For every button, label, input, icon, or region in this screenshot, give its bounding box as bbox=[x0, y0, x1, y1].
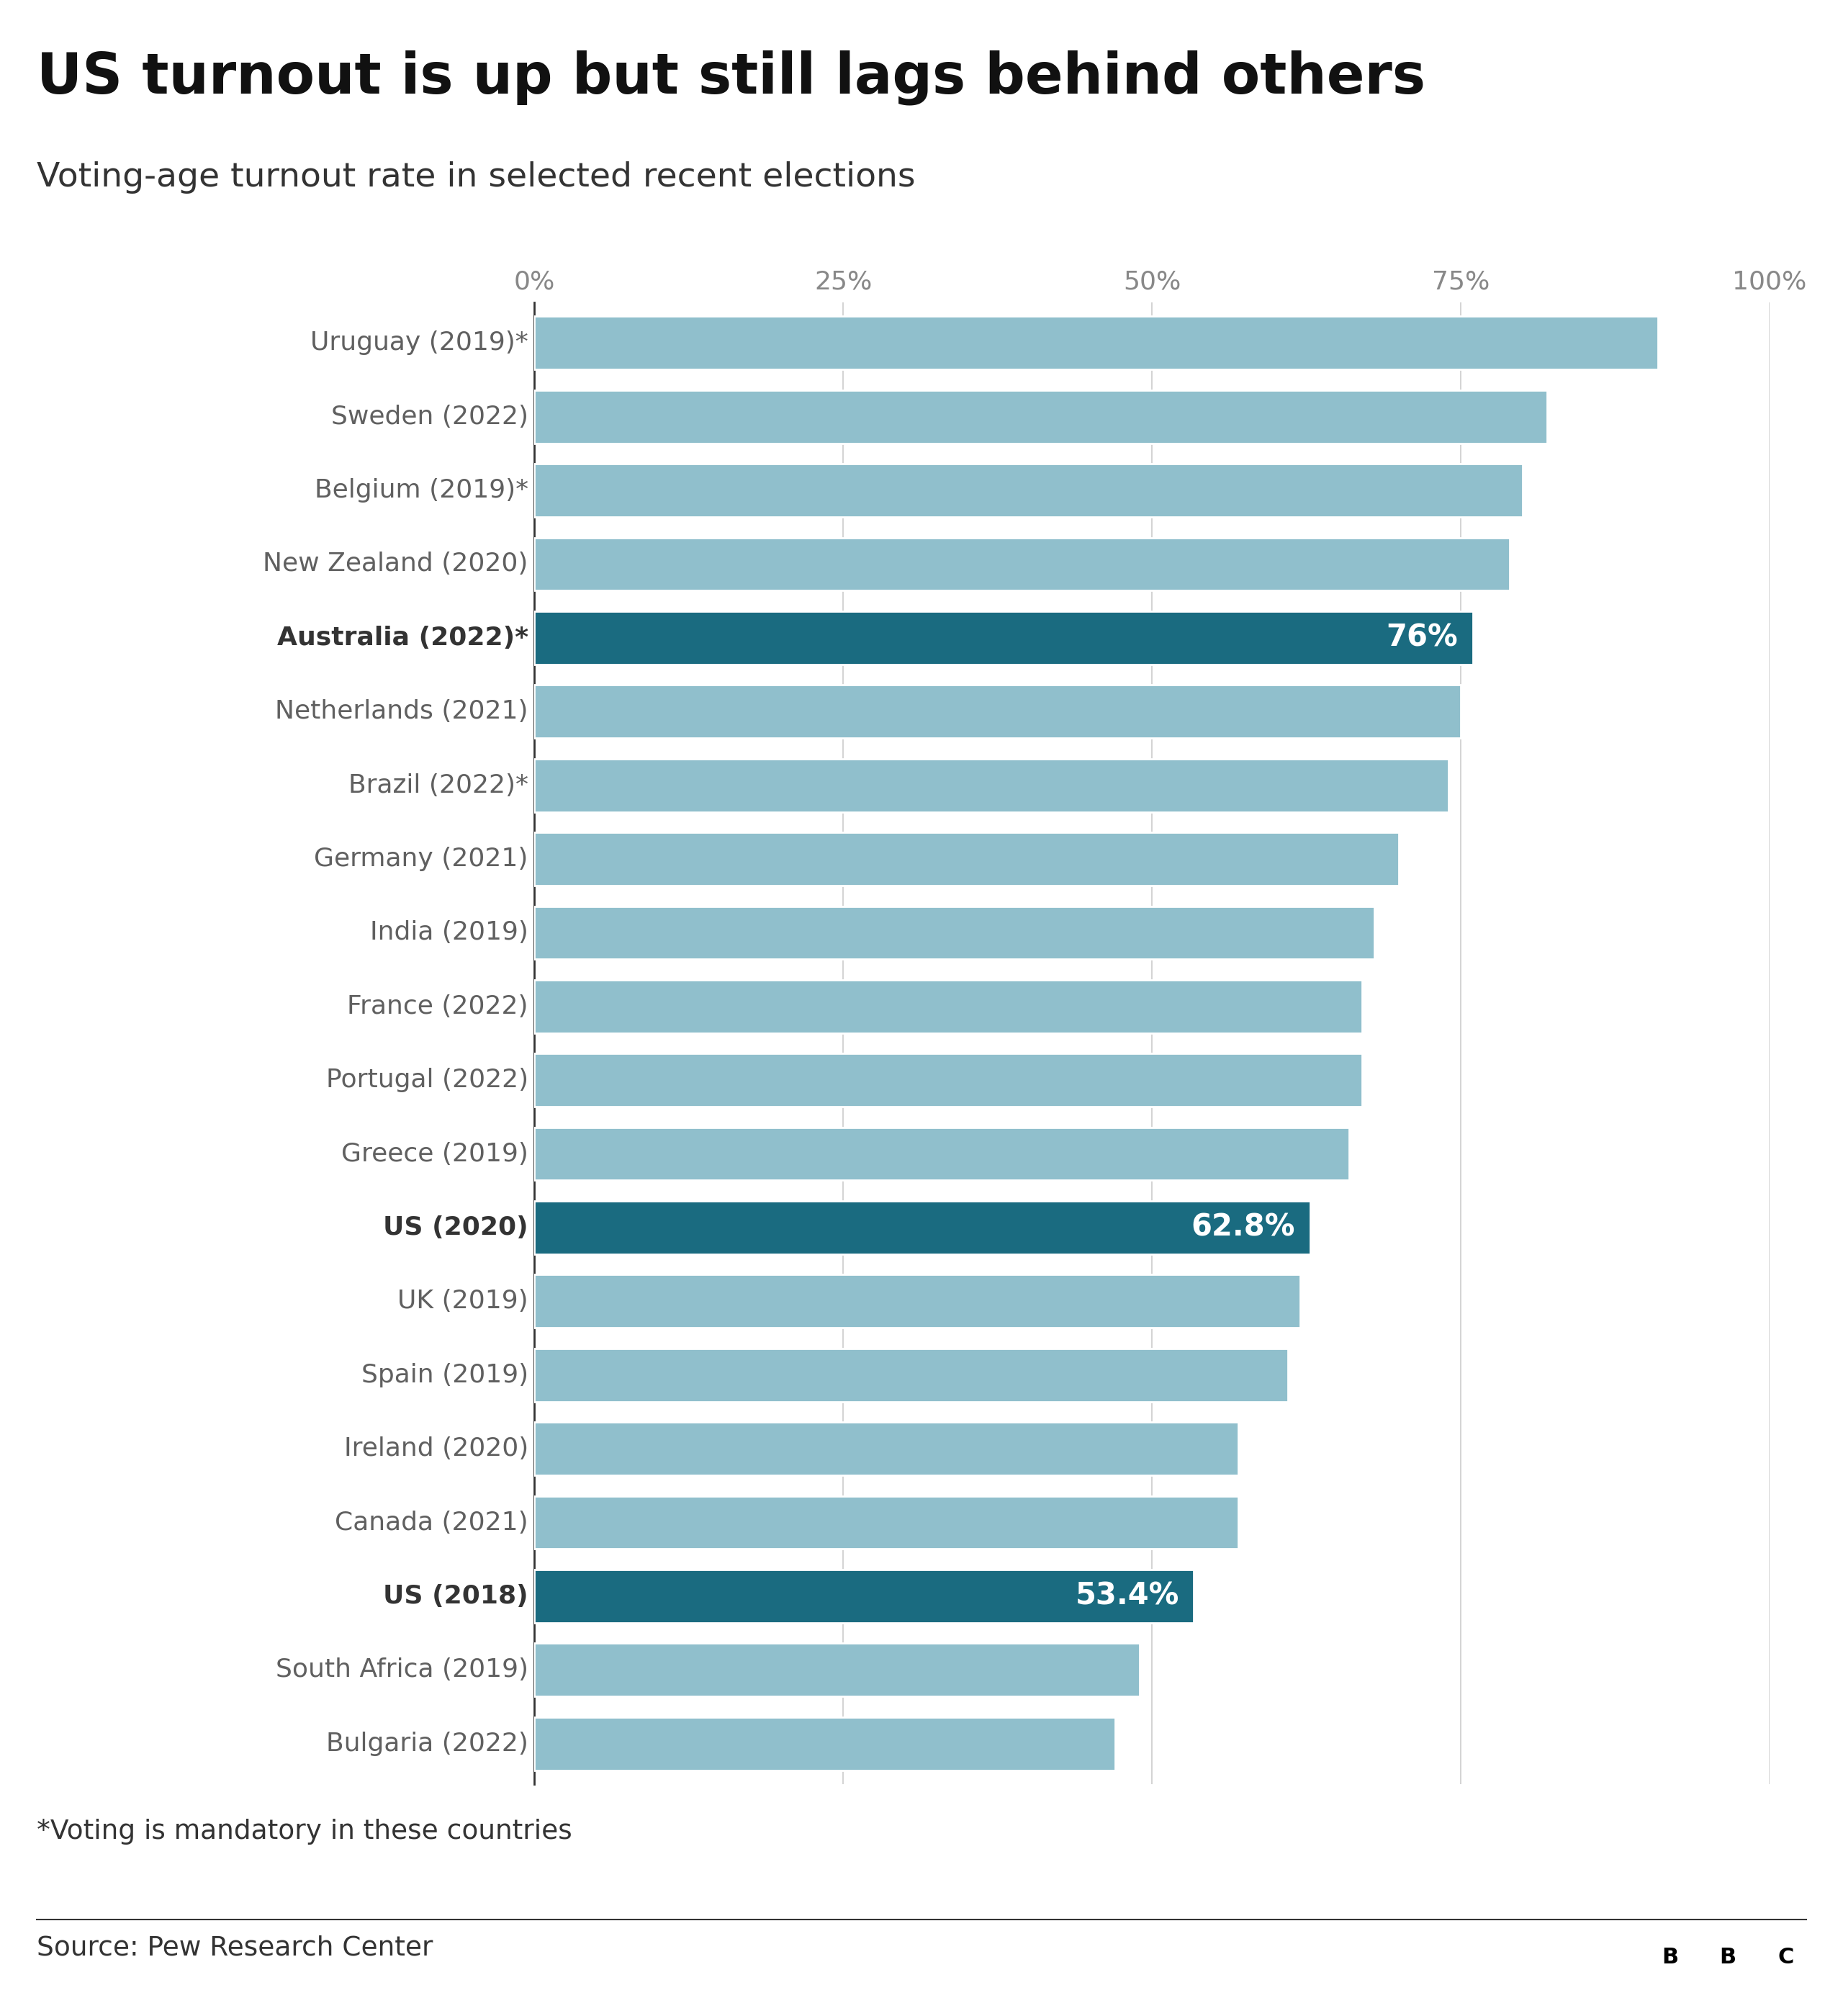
Text: New Zealand (2020): New Zealand (2020) bbox=[264, 552, 529, 577]
Bar bbox=[534, 1421, 1238, 1476]
Text: *Voting is mandatory in these countries: *Voting is mandatory in these countries bbox=[37, 1818, 573, 1845]
FancyBboxPatch shape bbox=[1760, 1917, 1812, 1998]
Bar bbox=[534, 1127, 1349, 1181]
Bar bbox=[534, 905, 1375, 960]
Text: South Africa (2019): South Africa (2019) bbox=[276, 1657, 529, 1681]
FancyBboxPatch shape bbox=[1644, 1917, 1696, 1998]
Text: Belgium (2019)*: Belgium (2019)* bbox=[315, 478, 529, 502]
Bar bbox=[534, 1718, 1115, 1770]
Bar bbox=[534, 538, 1509, 591]
Text: Greece (2019): Greece (2019) bbox=[341, 1141, 529, 1165]
Text: Source: Pew Research Center: Source: Pew Research Center bbox=[37, 1935, 433, 1962]
Bar bbox=[534, 980, 1362, 1032]
Bar bbox=[534, 1054, 1362, 1107]
Text: Voting-age turnout rate in selected recent elections: Voting-age turnout rate in selected rece… bbox=[37, 161, 916, 194]
Text: Germany (2021): Germany (2021) bbox=[313, 847, 529, 871]
Bar bbox=[534, 1274, 1299, 1329]
Bar bbox=[534, 464, 1522, 516]
Text: 53.4%: 53.4% bbox=[1074, 1581, 1180, 1611]
Text: France (2022): France (2022) bbox=[346, 994, 529, 1018]
Text: Brazil (2022)*: Brazil (2022)* bbox=[348, 772, 529, 798]
Text: India (2019): India (2019) bbox=[370, 921, 529, 946]
Bar bbox=[534, 317, 1659, 369]
Bar bbox=[534, 758, 1449, 812]
Text: Canada (2021): Canada (2021) bbox=[335, 1510, 529, 1534]
Text: UK (2019): UK (2019) bbox=[398, 1288, 529, 1314]
Bar bbox=[534, 1349, 1288, 1401]
Bar bbox=[534, 833, 1399, 885]
Text: Australia (2022)*: Australia (2022)* bbox=[276, 625, 529, 649]
Text: US (2020): US (2020) bbox=[383, 1216, 529, 1240]
Bar bbox=[534, 391, 1546, 444]
Bar bbox=[534, 1496, 1238, 1548]
Bar bbox=[534, 611, 1473, 665]
Text: Bulgaria (2022): Bulgaria (2022) bbox=[326, 1732, 529, 1756]
Text: 62.8%: 62.8% bbox=[1191, 1212, 1296, 1242]
Text: Uruguay (2019)*: Uruguay (2019)* bbox=[310, 331, 529, 355]
Text: B: B bbox=[1661, 1947, 1679, 1968]
Text: Ireland (2020): Ireland (2020) bbox=[345, 1437, 529, 1462]
Text: Spain (2019): Spain (2019) bbox=[361, 1363, 529, 1387]
Text: B: B bbox=[1720, 1947, 1736, 1968]
Text: 76%: 76% bbox=[1386, 623, 1458, 653]
Text: US turnout is up but still lags behind others: US turnout is up but still lags behind o… bbox=[37, 50, 1426, 105]
Text: Sweden (2022): Sweden (2022) bbox=[332, 405, 529, 429]
FancyBboxPatch shape bbox=[1703, 1917, 1753, 1998]
Bar bbox=[534, 1202, 1310, 1254]
Bar bbox=[534, 1570, 1194, 1623]
Text: Netherlands (2021): Netherlands (2021) bbox=[275, 700, 529, 724]
Text: Portugal (2022): Portugal (2022) bbox=[326, 1068, 529, 1093]
Bar bbox=[534, 685, 1460, 738]
Bar bbox=[534, 1643, 1139, 1695]
Text: C: C bbox=[1778, 1947, 1793, 1968]
Text: US (2018): US (2018) bbox=[383, 1585, 529, 1609]
